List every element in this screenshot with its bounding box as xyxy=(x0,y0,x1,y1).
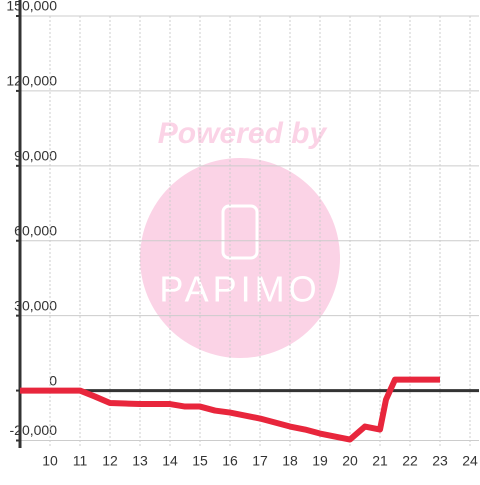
x-tick-label: 20 xyxy=(342,453,358,469)
watermark-text: Powered by xyxy=(158,117,328,150)
x-tick-label: 12 xyxy=(102,453,118,469)
x-tick-label: 19 xyxy=(312,453,328,469)
watermark-phone xyxy=(221,204,259,260)
line xyxy=(20,376,440,443)
x-tick-label: 11 xyxy=(73,453,88,469)
y-tick-label: 90,000 xyxy=(14,148,57,164)
x-tick-label: 10 xyxy=(42,453,58,469)
x-tick-label: 14 xyxy=(162,453,178,469)
y-tick-label: 150,000 xyxy=(6,0,57,14)
watermark-logo: PAPIMO xyxy=(159,269,320,310)
x-tick-label: 21 xyxy=(372,453,388,469)
x-tick-label: 13 xyxy=(132,453,148,469)
y-tick-label: 0 xyxy=(49,372,57,388)
x-tick-label: 23 xyxy=(432,453,448,469)
x-tick-label: 22 xyxy=(402,453,418,469)
y-tick-label: 30,000 xyxy=(14,297,57,313)
y-tick-label: 60,000 xyxy=(14,222,57,238)
x-tick-label: 17 xyxy=(252,453,268,469)
x-tick-label: 24 xyxy=(462,453,478,469)
x-tick-label: 15 xyxy=(192,453,208,469)
x-tick-label: 16 xyxy=(222,453,238,469)
x-tick-label: 18 xyxy=(282,453,298,469)
